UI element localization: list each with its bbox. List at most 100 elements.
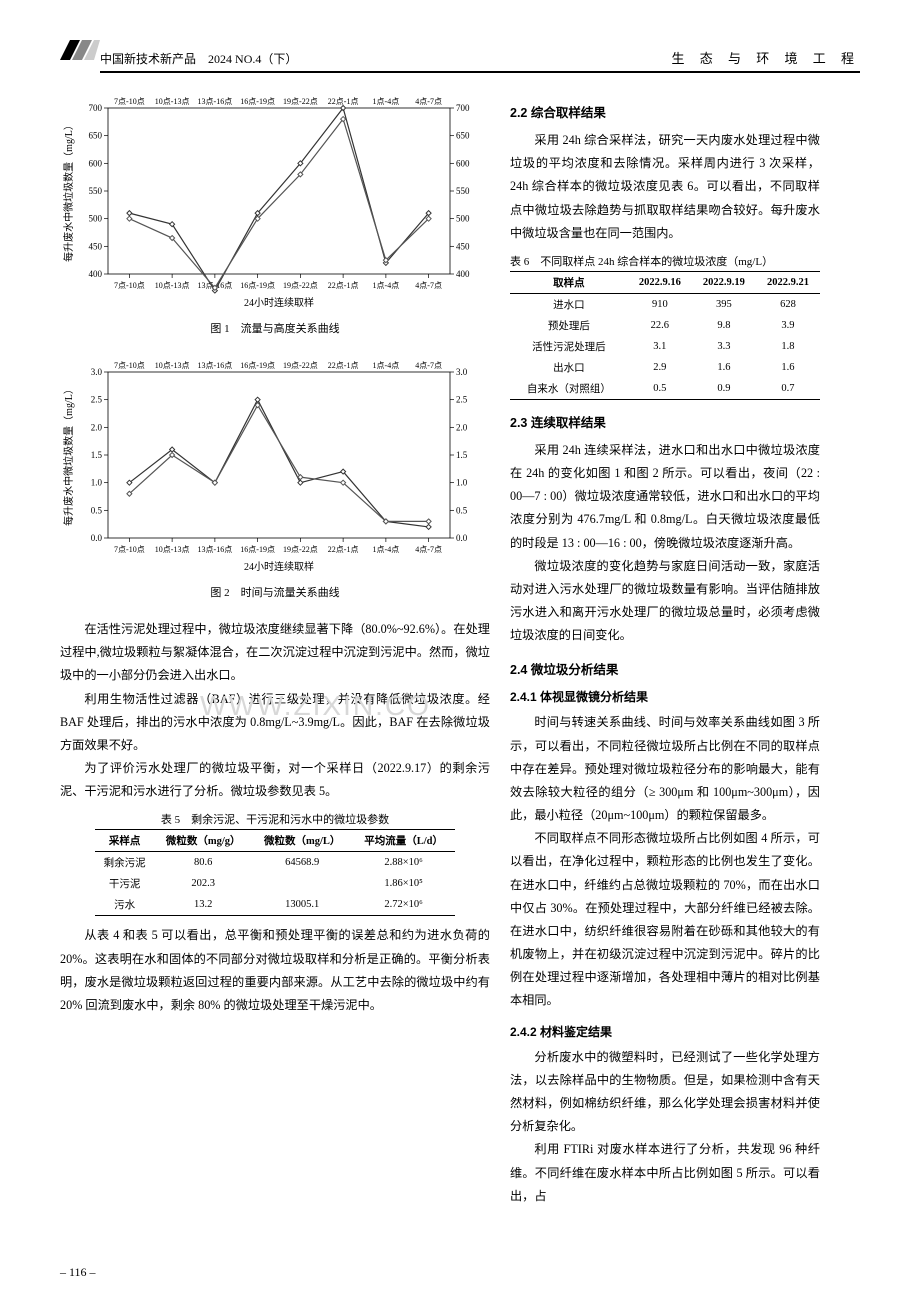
- table6-caption: 表 6 不同取样点 24h 综合样本的微垃圾浓度（mg/L）: [510, 253, 820, 269]
- svg-text:1点-4点: 1点-4点: [373, 545, 400, 554]
- sec-2-2-p1: 采用 24h 综合采样法，研究一天内废水处理过程中微垃圾的平均浓度和去除情况。采…: [510, 129, 820, 245]
- svg-text:0.5: 0.5: [456, 505, 468, 515]
- svg-text:0.0: 0.0: [456, 533, 468, 543]
- svg-text:3.0: 3.0: [456, 367, 468, 377]
- table-row: 出水口2.91.61.6: [510, 357, 820, 378]
- svg-text:2.5: 2.5: [91, 395, 103, 405]
- svg-text:650: 650: [89, 131, 103, 141]
- sec-2-4-title: 2.4 微垃圾分析结果: [510, 659, 820, 678]
- svg-text:10点-13点: 10点-13点: [155, 97, 190, 106]
- svg-text:16点-19点: 16点-19点: [240, 545, 275, 554]
- svg-text:700: 700: [89, 103, 103, 113]
- table-cell: 2.88×10⁶: [352, 852, 455, 874]
- svg-text:22点-1点: 22点-1点: [328, 281, 359, 290]
- table-header: 微粒数（mg/L）: [252, 830, 352, 852]
- table-row: 活性污泥处理后3.13.31.8: [510, 336, 820, 357]
- svg-text:22点-1点: 22点-1点: [328, 361, 359, 370]
- svg-text:2.5: 2.5: [456, 395, 468, 405]
- table-cell: 3.1: [628, 336, 692, 357]
- table-cell: 9.8: [692, 315, 756, 336]
- svg-text:1点-4点: 1点-4点: [373, 361, 400, 370]
- sec-2-4-2-p1: 分析废水中的微塑料时，已经测试了一些化学处理方法，以去除样品中的生物物质。但是，…: [510, 1046, 820, 1139]
- svg-text:16点-19点: 16点-19点: [240, 97, 275, 106]
- table-cell: 干污泥: [95, 873, 154, 894]
- sec-2-4-1-p1: 时间与转速关系曲线、时间与效率关系曲线如图 3 所示，可以看出，不同粒径微垃圾所…: [510, 711, 820, 827]
- svg-text:3.0: 3.0: [91, 367, 103, 377]
- svg-text:1.5: 1.5: [456, 450, 468, 460]
- left-p3: 为了评价污水处理厂的微垃圾平衡，对一个采样日（2022.9.17）的剩余污泥、干…: [60, 757, 490, 803]
- svg-text:0.0: 0.0: [91, 533, 103, 543]
- header-slash-graphic: [60, 40, 100, 60]
- sec-2-2-title: 2.2 综合取样结果: [510, 102, 820, 121]
- table-cell: 22.6: [628, 315, 692, 336]
- sec-2-4-1-p2: 不同取样点不同形态微垃圾所占比例如图 4 所示，可以看出，在净化过程中，颗粒形态…: [510, 827, 820, 1012]
- table-cell: 0.9: [692, 378, 756, 400]
- svg-text:10点-13点: 10点-13点: [155, 545, 190, 554]
- left-p4: 从表 4 和表 5 可以看出，总平衡和预处理平衡的误差总和约为进水负荷的 20%…: [60, 924, 490, 1017]
- table-row: 进水口910395628: [510, 293, 820, 315]
- table5-caption: 表 5 剩余污泥、干污泥和污水中的微垃圾参数: [60, 811, 490, 827]
- svg-text:1点-4点: 1点-4点: [373, 281, 400, 290]
- svg-text:4点-7点: 4点-7点: [415, 545, 442, 554]
- svg-text:10点-13点: 10点-13点: [155, 281, 190, 290]
- left-p1: 在活性污泥处理过程中，微垃圾浓度继续显著下降（80.0%~92.6%）。在处理过…: [60, 618, 490, 688]
- table-cell: 进水口: [510, 293, 628, 315]
- left-p2: 利用生物活性过滤器（BAF）进行三级处理，并没有降低微垃圾浓度。经 BAF 处理…: [60, 688, 490, 758]
- svg-text:19点-22点: 19点-22点: [283, 545, 318, 554]
- svg-text:4点-7点: 4点-7点: [415, 281, 442, 290]
- svg-text:600: 600: [89, 158, 103, 168]
- table-header: 取样点: [510, 271, 628, 293]
- svg-text:每升废水中微垃圾数量（mg/L）: 每升废水中微垃圾数量（mg/L）: [62, 120, 75, 262]
- journal-title: 中国新技术新产品 2024 NO.4（下）: [100, 50, 297, 67]
- svg-text:19点-22点: 19点-22点: [283, 97, 318, 106]
- sec-2-3-p2: 微垃圾浓度的变化趋势与家庭日间活动一致，家庭活动对进入污水处理厂的微垃圾数量有影…: [510, 555, 820, 648]
- svg-text:10点-13点: 10点-13点: [155, 361, 190, 370]
- svg-text:700: 700: [456, 103, 470, 113]
- table-header: 平均流量（L/d）: [352, 830, 455, 852]
- table-row: 预处理后22.69.83.9: [510, 315, 820, 336]
- table-cell: 出水口: [510, 357, 628, 378]
- table-header: 采样点: [95, 830, 154, 852]
- svg-text:1点-4点: 1点-4点: [373, 97, 400, 106]
- svg-text:19点-22点: 19点-22点: [283, 361, 318, 370]
- table-cell: 自来水（对照组）: [510, 378, 628, 400]
- sec-2-4-1-title: 2.4.1 体视显微镜分析结果: [510, 688, 820, 705]
- sec-2-3-p1: 采用 24h 连续采样法，进水口和出水口中微垃圾浓度在 24h 的变化如图 1 …: [510, 439, 820, 555]
- table-cell: 64568.9: [252, 852, 352, 874]
- table-cell: 13005.1: [252, 894, 352, 916]
- table-cell: 1.86×10⁵: [352, 873, 455, 894]
- svg-text:24小时连续取样: 24小时连续取样: [244, 296, 314, 309]
- table-row: 干污泥202.3 1.86×10⁵: [95, 873, 455, 894]
- table-cell: 1.6: [692, 357, 756, 378]
- table-cell: 活性污泥处理后: [510, 336, 628, 357]
- table-5: 采样点微粒数（mg/g）微粒数（mg/L）平均流量（L/d）剩余污泥80.664…: [95, 829, 455, 916]
- table-cell: 628: [756, 293, 820, 315]
- table-cell: 3.3: [692, 336, 756, 357]
- svg-text:400: 400: [456, 269, 470, 279]
- svg-text:22点-1点: 22点-1点: [328, 97, 359, 106]
- svg-text:13点-16点: 13点-16点: [198, 97, 233, 106]
- sec-2-3-title: 2.3 连续取样结果: [510, 412, 820, 431]
- svg-text:500: 500: [89, 214, 103, 224]
- svg-text:16点-19点: 16点-19点: [240, 361, 275, 370]
- svg-text:500: 500: [456, 214, 470, 224]
- table-cell: 13.2: [154, 894, 252, 916]
- table-cell: 2.72×10⁶: [352, 894, 455, 916]
- left-column: 4004004504505005005505506006006506507007…: [60, 90, 490, 1208]
- svg-text:600: 600: [456, 158, 470, 168]
- chart-1: 4004004504505005005505506006006506507007…: [60, 90, 490, 314]
- table-cell: 202.3: [154, 873, 252, 894]
- table-cell: 1.6: [756, 357, 820, 378]
- chart-2-caption: 图 2 时间与流量关系曲线: [60, 584, 490, 600]
- svg-text:550: 550: [89, 186, 103, 196]
- svg-text:1.0: 1.0: [456, 478, 468, 488]
- table-row: 污水13.213005.12.72×10⁶: [95, 894, 455, 916]
- svg-text:0.5: 0.5: [91, 505, 103, 515]
- svg-text:每升废水中微垃圾数量（mg/L）: 每升废水中微垃圾数量（mg/L）: [62, 384, 75, 526]
- svg-text:7点-10点: 7点-10点: [114, 281, 145, 290]
- svg-text:22点-1点: 22点-1点: [328, 545, 359, 554]
- table-cell: 0.5: [628, 378, 692, 400]
- svg-text:400: 400: [89, 269, 103, 279]
- svg-text:7点-10点: 7点-10点: [114, 545, 145, 554]
- table-cell: 395: [692, 293, 756, 315]
